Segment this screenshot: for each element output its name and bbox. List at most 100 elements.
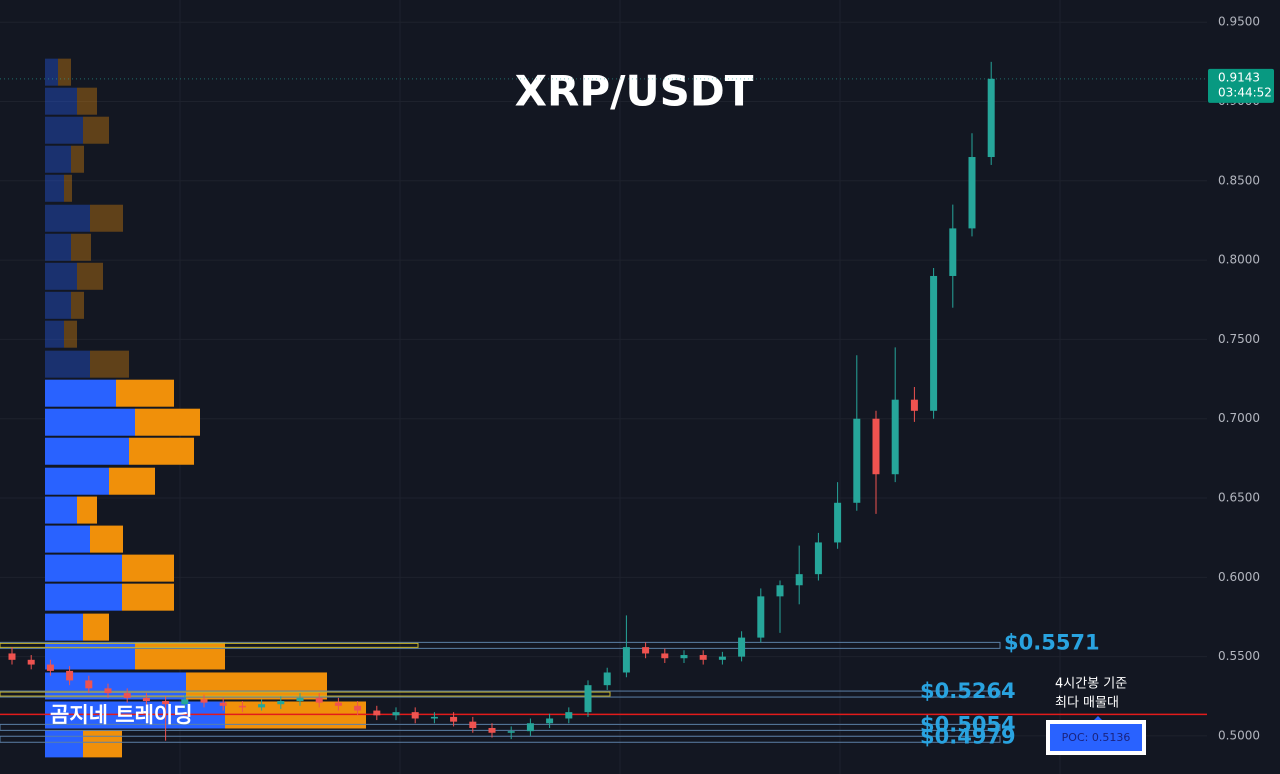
profile-buy [45, 233, 71, 261]
profile-buy [45, 204, 90, 232]
candle-body [891, 399, 899, 475]
watermark: 곰지네 트레이딩 [50, 703, 193, 727]
candle-body [392, 712, 400, 716]
profile-buy [45, 174, 64, 202]
candle-body [373, 710, 381, 716]
candle-body [968, 157, 976, 229]
candle-body [258, 704, 266, 708]
candle-body [104, 688, 112, 694]
candle-body [622, 647, 630, 673]
candle-body [507, 731, 515, 733]
candle-body [66, 670, 74, 681]
candle-body [680, 655, 688, 659]
profile-sell [77, 87, 97, 115]
profile-sell [90, 525, 123, 553]
profile-buy [45, 437, 129, 465]
candle-body [8, 653, 16, 660]
profile-buy [45, 58, 58, 86]
level-box [0, 723, 1001, 731]
candle-body [642, 647, 650, 654]
profile-sell [129, 437, 194, 465]
level-label: $0.5264 [920, 679, 1016, 703]
profile-buy [45, 145, 71, 173]
candle-body [354, 705, 362, 711]
profile-sell [64, 174, 72, 202]
profile-buy [45, 613, 83, 641]
candle-body [334, 702, 342, 706]
candle-body [603, 672, 611, 686]
profile-buy [45, 467, 109, 495]
profile-sell [116, 379, 174, 407]
profile-sell [83, 730, 122, 758]
profile-sell [83, 613, 109, 641]
candle-body [277, 701, 285, 705]
profile-buy [45, 408, 135, 436]
candle-body [757, 596, 765, 638]
candle-body [814, 542, 822, 575]
candle-body [411, 712, 419, 719]
chart-title: XRP/USDT [515, 67, 754, 116]
profile-sell [58, 58, 71, 86]
profile-sell [186, 672, 327, 700]
candle-body [200, 699, 208, 703]
candle-body [795, 574, 803, 586]
candle-body [488, 728, 496, 733]
candle-body [142, 697, 150, 702]
annotation: 4시간봉 기준 [1055, 677, 1127, 692]
profile-buy [45, 87, 77, 115]
profile-buy [45, 350, 90, 378]
candle-body [584, 685, 592, 713]
profile-sell [122, 583, 174, 611]
y-tick-label: 0.5000 [1218, 728, 1260, 742]
profile-buy [45, 116, 83, 144]
y-tick-label: 0.6000 [1218, 570, 1260, 584]
level-zone [0, 691, 611, 697]
level-label: $0.5571 [1004, 630, 1100, 654]
y-tick-label: 0.9500 [1218, 15, 1260, 29]
candle-body [85, 680, 93, 689]
candle-body [930, 275, 938, 411]
poc-label: POC: 0.5136 [1062, 731, 1131, 744]
y-tick-label: 0.7000 [1218, 411, 1260, 425]
profile-sell [90, 350, 129, 378]
profile-sell [122, 554, 174, 582]
y-tick-label: 0.5500 [1218, 649, 1260, 663]
level-box [0, 690, 1001, 698]
candle-body [123, 693, 131, 698]
candle-body [181, 699, 189, 705]
poc-box [1046, 720, 1146, 755]
profile-sell [109, 467, 155, 495]
annotation: 최다 매물대 [1055, 696, 1119, 711]
price-badge [1208, 68, 1274, 103]
candle-body [296, 697, 304, 702]
candle-body [910, 399, 918, 411]
profile-sell [135, 642, 225, 670]
candle-body [853, 418, 861, 503]
candle-body [718, 656, 726, 660]
candle-body [219, 702, 227, 706]
profile-sell [77, 262, 103, 290]
level-label: $0.4979 [920, 724, 1016, 748]
candle-body [565, 712, 573, 719]
level-box [0, 735, 1001, 743]
candle-body [526, 723, 534, 732]
profile-buy [45, 496, 77, 524]
profile-sell [83, 116, 109, 144]
candle-body [315, 697, 323, 703]
candle-body [738, 637, 746, 657]
price-badge-label: 0.9143 [1218, 70, 1260, 84]
profile-sell [71, 291, 84, 319]
profile-sell [135, 408, 200, 436]
profile-sell [64, 320, 77, 348]
candle-body [834, 502, 842, 543]
candle-body [776, 585, 784, 597]
profile-sell [71, 233, 91, 261]
candle-body [872, 418, 880, 475]
candle-body [661, 653, 669, 659]
candle-body [430, 716, 438, 719]
candle-body [46, 664, 54, 671]
level-label: $0.5054 [920, 712, 1016, 736]
profile-buy [45, 262, 77, 290]
profile-buy [45, 554, 122, 582]
